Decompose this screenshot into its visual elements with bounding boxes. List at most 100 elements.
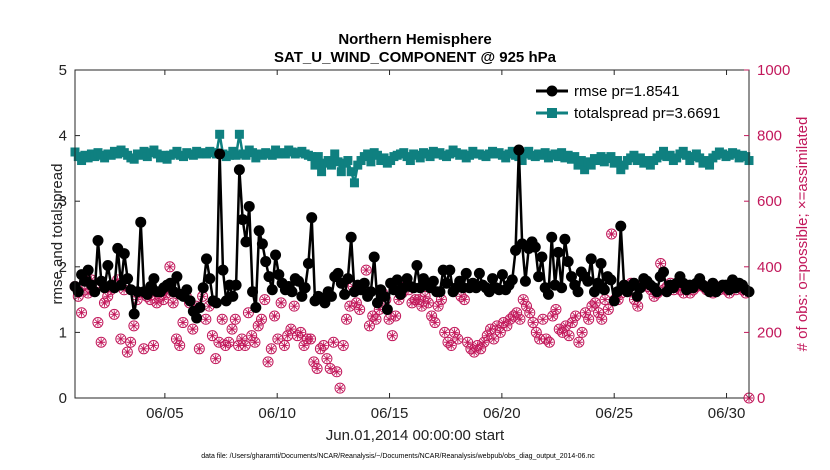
obs-point <box>413 294 425 306</box>
obs-point <box>468 346 480 358</box>
rmse-point <box>460 267 472 279</box>
obs-point <box>229 313 241 325</box>
totalspread-point <box>346 167 356 177</box>
totalspread-point <box>379 153 389 163</box>
obs-point <box>573 336 585 348</box>
legend-totalspread-marker <box>547 108 557 118</box>
totalspread-point <box>415 153 425 163</box>
obs-point <box>305 333 317 345</box>
obs-point <box>76 307 88 319</box>
obs-point <box>242 307 254 319</box>
obs-point <box>216 313 228 325</box>
rmse-point <box>247 286 259 298</box>
totalspread-point <box>425 152 435 162</box>
obs-point <box>602 303 614 315</box>
totalspread-point <box>129 154 139 164</box>
obs-point <box>252 320 264 332</box>
rmse-point <box>605 274 617 286</box>
x-tick-label: 06/15 <box>371 405 409 422</box>
obs-point <box>576 326 588 338</box>
plot-frame <box>74 69 750 399</box>
totalspread-point <box>606 152 616 162</box>
obs-point <box>530 326 542 338</box>
obs-point <box>275 297 287 309</box>
footnote: data file: /Users/gharamti/Documents/NCA… <box>201 453 595 460</box>
totalspread-point <box>629 150 639 160</box>
rmse-point <box>559 233 571 245</box>
rmse-point <box>72 286 84 298</box>
y-tick-label: 2 <box>59 259 67 276</box>
rmse-point <box>89 286 101 298</box>
rmse-point <box>217 264 229 276</box>
rmse-point <box>250 301 262 313</box>
rmse-point <box>496 269 508 281</box>
totalspread-point <box>343 156 353 166</box>
totalspread-point <box>557 148 567 158</box>
obs-point <box>589 297 601 309</box>
rmse-point <box>391 274 403 286</box>
obs-point <box>167 297 179 309</box>
obs-point <box>350 297 362 309</box>
totalspread-point <box>570 152 580 162</box>
y-right-tick-label: 800 <box>757 128 782 145</box>
totalspread-point <box>576 156 586 166</box>
rmse-point <box>519 275 531 287</box>
obs-point <box>210 353 222 365</box>
rmse-point <box>582 275 594 287</box>
obs-point <box>321 353 333 365</box>
obs-point <box>560 320 572 332</box>
rmse-point <box>441 277 453 289</box>
obs-point <box>288 300 300 312</box>
obs-point <box>462 336 474 348</box>
totalspread-point <box>636 153 646 163</box>
rmse-point <box>273 269 285 281</box>
rmse-point <box>230 279 242 291</box>
obs-point <box>200 313 212 325</box>
rmse-point <box>171 271 183 283</box>
obs-point <box>98 297 110 309</box>
rmse-point <box>536 251 548 263</box>
obs-point <box>344 300 356 312</box>
rmse-point <box>588 286 600 298</box>
obs-point <box>239 340 251 352</box>
y-axis-right-label: # of obs: o=possible; ×=assimilated <box>794 117 811 352</box>
rmse-point <box>135 216 147 228</box>
totalspread-point <box>333 157 343 167</box>
legend-totalspread-label: totalspread pr=3.6691 <box>574 105 720 122</box>
rmse-point <box>562 256 574 268</box>
totalspread-point <box>313 152 323 162</box>
rmse-point <box>598 284 610 296</box>
rmse-point <box>181 284 193 296</box>
rmse-point <box>529 241 541 253</box>
rmse-point <box>240 236 252 248</box>
totalspread-point <box>248 148 258 158</box>
obs-point <box>187 323 199 335</box>
totalspread-point <box>580 165 590 175</box>
y-right-tick-label: 600 <box>757 193 782 210</box>
totalspread-point <box>596 152 606 162</box>
obs-point <box>606 228 618 240</box>
obs-point <box>236 333 248 345</box>
obs-point <box>341 313 353 325</box>
totalspread-point <box>659 146 669 156</box>
rmse-point <box>411 259 423 271</box>
rmse-point <box>608 295 620 307</box>
totalspread-point <box>701 156 711 166</box>
rmse-point <box>184 295 196 307</box>
obs-point <box>311 362 323 374</box>
rmse-point <box>191 312 203 324</box>
obs-point <box>557 326 569 338</box>
obs-point <box>432 300 444 312</box>
totalspread-point <box>612 156 622 166</box>
rmse-point <box>368 251 380 263</box>
chart-subtitle: SAT_U_WIND_COMPONENT @ 925 hPa <box>274 49 557 66</box>
totalspread-point <box>642 156 652 166</box>
totalspread-point <box>517 156 527 166</box>
obs-point <box>272 333 284 345</box>
x-axis: 06/05 06/10 06/15 06/20 06/25 06/30 <box>146 70 745 422</box>
rmse-point <box>552 246 564 258</box>
obs-point <box>354 303 366 315</box>
obs-point <box>419 290 431 302</box>
obs-point <box>422 297 434 309</box>
